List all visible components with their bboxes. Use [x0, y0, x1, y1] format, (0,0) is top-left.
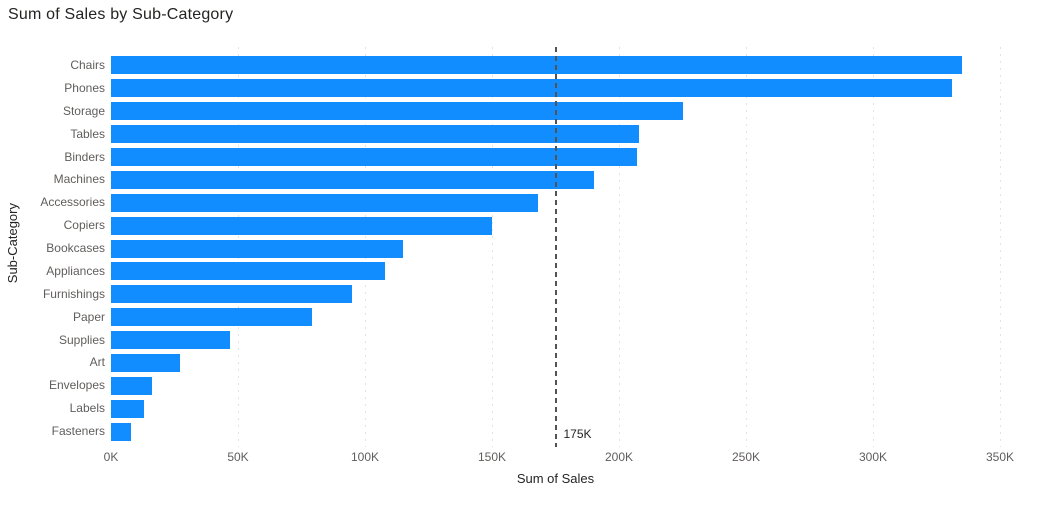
category-label-furnishings: Furnishings: [42, 286, 105, 301]
x-axis-title: Sum of Sales: [516, 471, 595, 486]
bar-envelopes[interactable]: [111, 376, 152, 395]
x-axis-tick-label: 0K: [103, 450, 119, 464]
x-axis-tick-label: 200K: [604, 450, 634, 464]
gridline: [1000, 47, 1001, 447]
category-label-supplies: Supplies: [58, 332, 105, 347]
bar-storage[interactable]: [111, 102, 683, 121]
category-label-art: Art: [89, 355, 105, 370]
plot-area: 175K: [111, 47, 1014, 447]
category-label-tables: Tables: [70, 126, 105, 141]
gridline: [492, 47, 493, 447]
x-axis-tick-label: 300K: [858, 450, 888, 464]
bar-supplies[interactable]: [111, 331, 231, 350]
chart-title: Sum of Sales by Sub-Category: [8, 6, 234, 23]
bar-copiers[interactable]: [111, 216, 492, 235]
bar-tables[interactable]: [111, 125, 640, 144]
category-label-binders: Binders: [64, 149, 105, 164]
bar-labels[interactable]: [111, 399, 145, 418]
bar-phones[interactable]: [111, 79, 952, 98]
bar-accessories[interactable]: [111, 193, 538, 212]
bar-appliances[interactable]: [111, 262, 386, 281]
bar-fasteners[interactable]: [111, 422, 132, 441]
x-axis-tick-label: 350K: [985, 450, 1015, 464]
category-label-appliances: Appliances: [46, 263, 105, 278]
category-label-accessories: Accessories: [40, 195, 105, 210]
category-label-fasteners: Fasteners: [51, 424, 105, 439]
category-label-labels: Labels: [69, 401, 105, 416]
category-label-envelopes: Envelopes: [48, 378, 105, 393]
x-axis-tick-label: 250K: [731, 450, 761, 464]
bar-art[interactable]: [111, 353, 180, 372]
bar-bookcases[interactable]: [111, 239, 404, 258]
bar-furnishings[interactable]: [111, 285, 353, 304]
category-label-bookcases: Bookcases: [46, 241, 105, 256]
category-label-machines: Machines: [53, 172, 105, 187]
category-label-chairs: Chairs: [70, 58, 105, 72]
gridline: [873, 47, 874, 447]
category-label-storage: Storage: [62, 103, 105, 118]
reference-line-label: 175K: [563, 427, 592, 441]
bar-binders[interactable]: [111, 147, 637, 166]
category-label-phones: Phones: [64, 80, 105, 95]
bar-paper[interactable]: [111, 308, 312, 327]
x-axis-tick-label: 100K: [350, 450, 380, 464]
category-label-copiers: Copiers: [63, 218, 105, 233]
bar-machines[interactable]: [111, 170, 594, 189]
gridline: [619, 47, 620, 447]
x-axis-tick-label: 150K: [477, 450, 507, 464]
gridline: [746, 47, 747, 447]
category-label-paper: Paper: [72, 309, 105, 324]
x-axis-tick-label: 50K: [227, 450, 249, 464]
bar-chairs[interactable]: [111, 56, 962, 75]
reference-line-175k: [554, 47, 557, 447]
